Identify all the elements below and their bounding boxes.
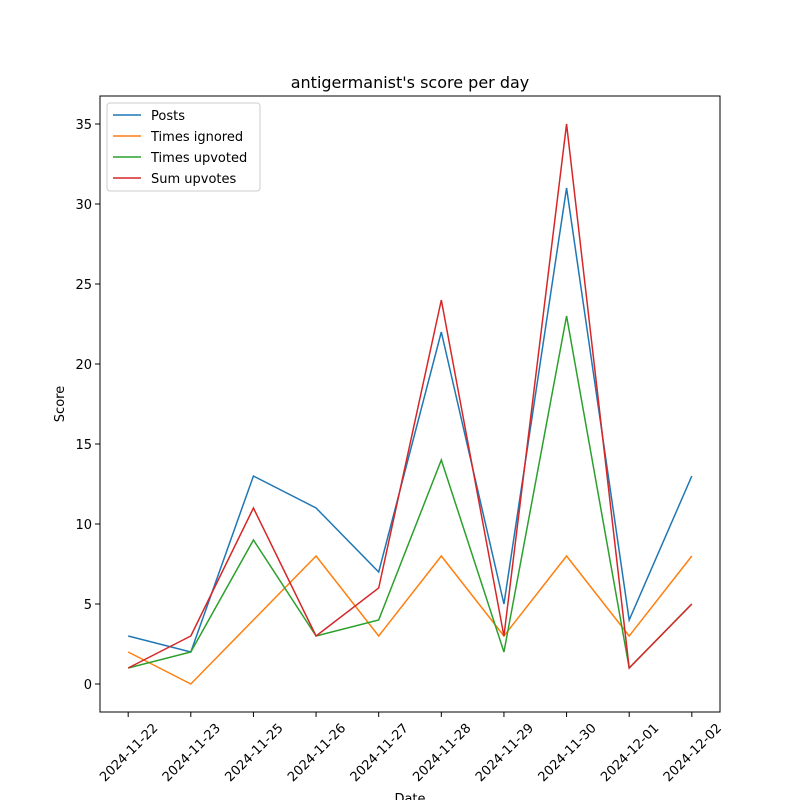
line-series	[127, 123, 693, 670]
legend-label: Sum upvotes	[151, 172, 237, 187]
x-tick-label: 2024-11-27	[348, 721, 412, 785]
legend-label: Posts	[151, 109, 185, 124]
chart-title: antigermanist's score per day	[291, 73, 530, 92]
plot-frame	[99, 95, 721, 713]
y-tick-label: 25	[75, 278, 92, 293]
x-tick-label: 2024-11-30	[536, 721, 600, 785]
y-tick-label: 20	[75, 358, 92, 373]
y-tick-label: 5	[84, 598, 92, 613]
x-tick-label: 2024-11-23	[160, 721, 224, 785]
x-tick-label: 2024-12-02	[661, 721, 725, 785]
line-series	[127, 554, 693, 685]
x-tick-label: 2024-11-29	[473, 721, 537, 785]
x-axis-label: Date	[394, 792, 425, 800]
y-tick-label: 0	[84, 678, 92, 693]
legend-label: Times ignored	[150, 130, 243, 145]
y-tick-label: 15	[75, 438, 92, 453]
y-tick-label: 30	[75, 198, 92, 213]
x-tick-label: 2024-11-22	[97, 721, 161, 785]
x-tick-label: 2024-12-01	[598, 721, 662, 785]
legend-box	[106, 102, 261, 192]
line-series	[127, 187, 693, 653]
x-tick-label: 2024-11-25	[222, 721, 286, 785]
x-tick-label: 2024-11-26	[285, 721, 349, 785]
y-tick-label: 35	[75, 118, 92, 133]
line-series	[127, 315, 693, 670]
legend-label: Times upvoted	[150, 151, 247, 166]
x-tick-label: 2024-11-28	[410, 721, 474, 785]
y-tick-label: 10	[75, 518, 92, 533]
y-axis-label: Score	[53, 386, 68, 422]
